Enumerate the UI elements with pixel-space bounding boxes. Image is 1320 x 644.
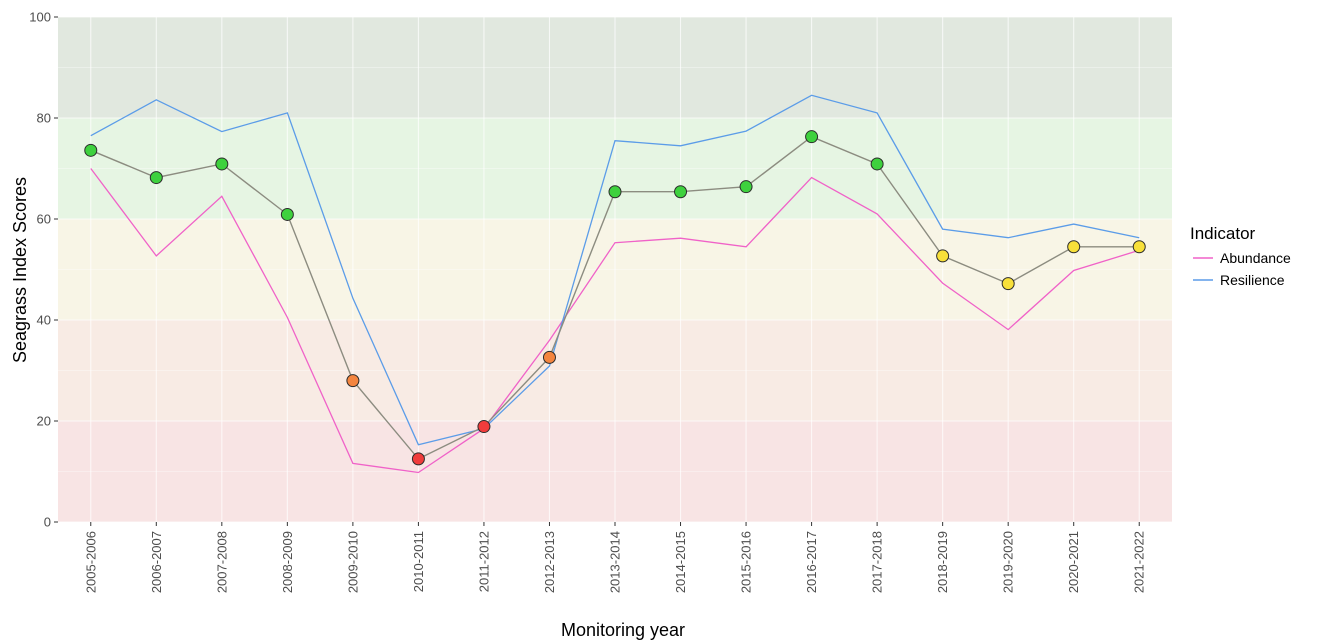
- x-tick-label: 2016-2017: [804, 531, 819, 593]
- x-tick-label: 2020-2021: [1066, 531, 1081, 593]
- y-axis: 0 20 40 60 80 100: [29, 10, 58, 530]
- overall-point: [542, 350, 556, 364]
- overall-point: [674, 185, 688, 199]
- y-tick-label: 100: [29, 10, 51, 25]
- overall-point: [1132, 240, 1146, 254]
- overall-points: [84, 130, 1146, 466]
- overall-point: [608, 185, 622, 199]
- x-tick-label: 2005-2006: [83, 531, 98, 593]
- overall-point: [739, 180, 753, 194]
- x-tick-label: 2008-2009: [280, 531, 295, 593]
- x-tick-label: 2013-2014: [608, 531, 623, 593]
- x-tick-label: 2017-2018: [870, 531, 885, 593]
- y-tick-label: 80: [37, 111, 51, 126]
- x-tick-label: 2010-2011: [411, 531, 426, 592]
- x-tick-label: 2014-2015: [673, 531, 688, 593]
- x-tick-label: 2006-2007: [149, 531, 164, 593]
- x-tick-label: 2018-2019: [935, 531, 950, 593]
- legend-label-abundance: Abundance: [1220, 250, 1291, 266]
- grid-lines: [58, 16, 1172, 523]
- overall-point: [936, 249, 950, 263]
- legend-title: Indicator: [1190, 224, 1256, 243]
- overall-point: [870, 157, 884, 171]
- legend: Indicator Abundance Resilience: [1190, 224, 1291, 288]
- y-tick-label: 20: [37, 414, 51, 429]
- overall-point: [346, 374, 360, 388]
- x-tick-label: 2011-2012: [476, 531, 491, 592]
- y-tick-label: 60: [37, 212, 51, 227]
- y-tick-label: 0: [44, 515, 51, 530]
- overall-point: [84, 143, 98, 157]
- series-line-resilience: [90, 94, 1140, 446]
- x-axis-title: Monitoring year: [561, 620, 685, 640]
- overall-point: [477, 420, 491, 434]
- overall-point: [1067, 240, 1081, 254]
- x-tick-label: 2019-2020: [1001, 531, 1016, 593]
- y-tick-label: 40: [37, 313, 51, 328]
- x-tick-label: 2007-2008: [214, 531, 229, 593]
- x-tick-label: 2009-2010: [345, 531, 360, 593]
- overall-point: [1001, 277, 1015, 291]
- overall-point: [280, 207, 294, 221]
- series-line-abundance: [90, 168, 1140, 474]
- legend-label-resilience: Resilience: [1220, 272, 1285, 288]
- x-axis: 2005-2006 2006-2007 2007-2008 2008-2009 2009…: [83, 522, 1147, 593]
- overall-point: [215, 157, 229, 171]
- x-tick-label: 2015-2016: [739, 531, 754, 593]
- y-axis-title: Seagrass Index Scores: [10, 177, 30, 363]
- overall-point: [149, 171, 163, 185]
- x-tick-label: 2012-2013: [542, 531, 557, 593]
- overall-point: [805, 130, 819, 144]
- overall-point: [411, 452, 425, 466]
- x-tick-label: 2021-2022: [1132, 531, 1147, 593]
